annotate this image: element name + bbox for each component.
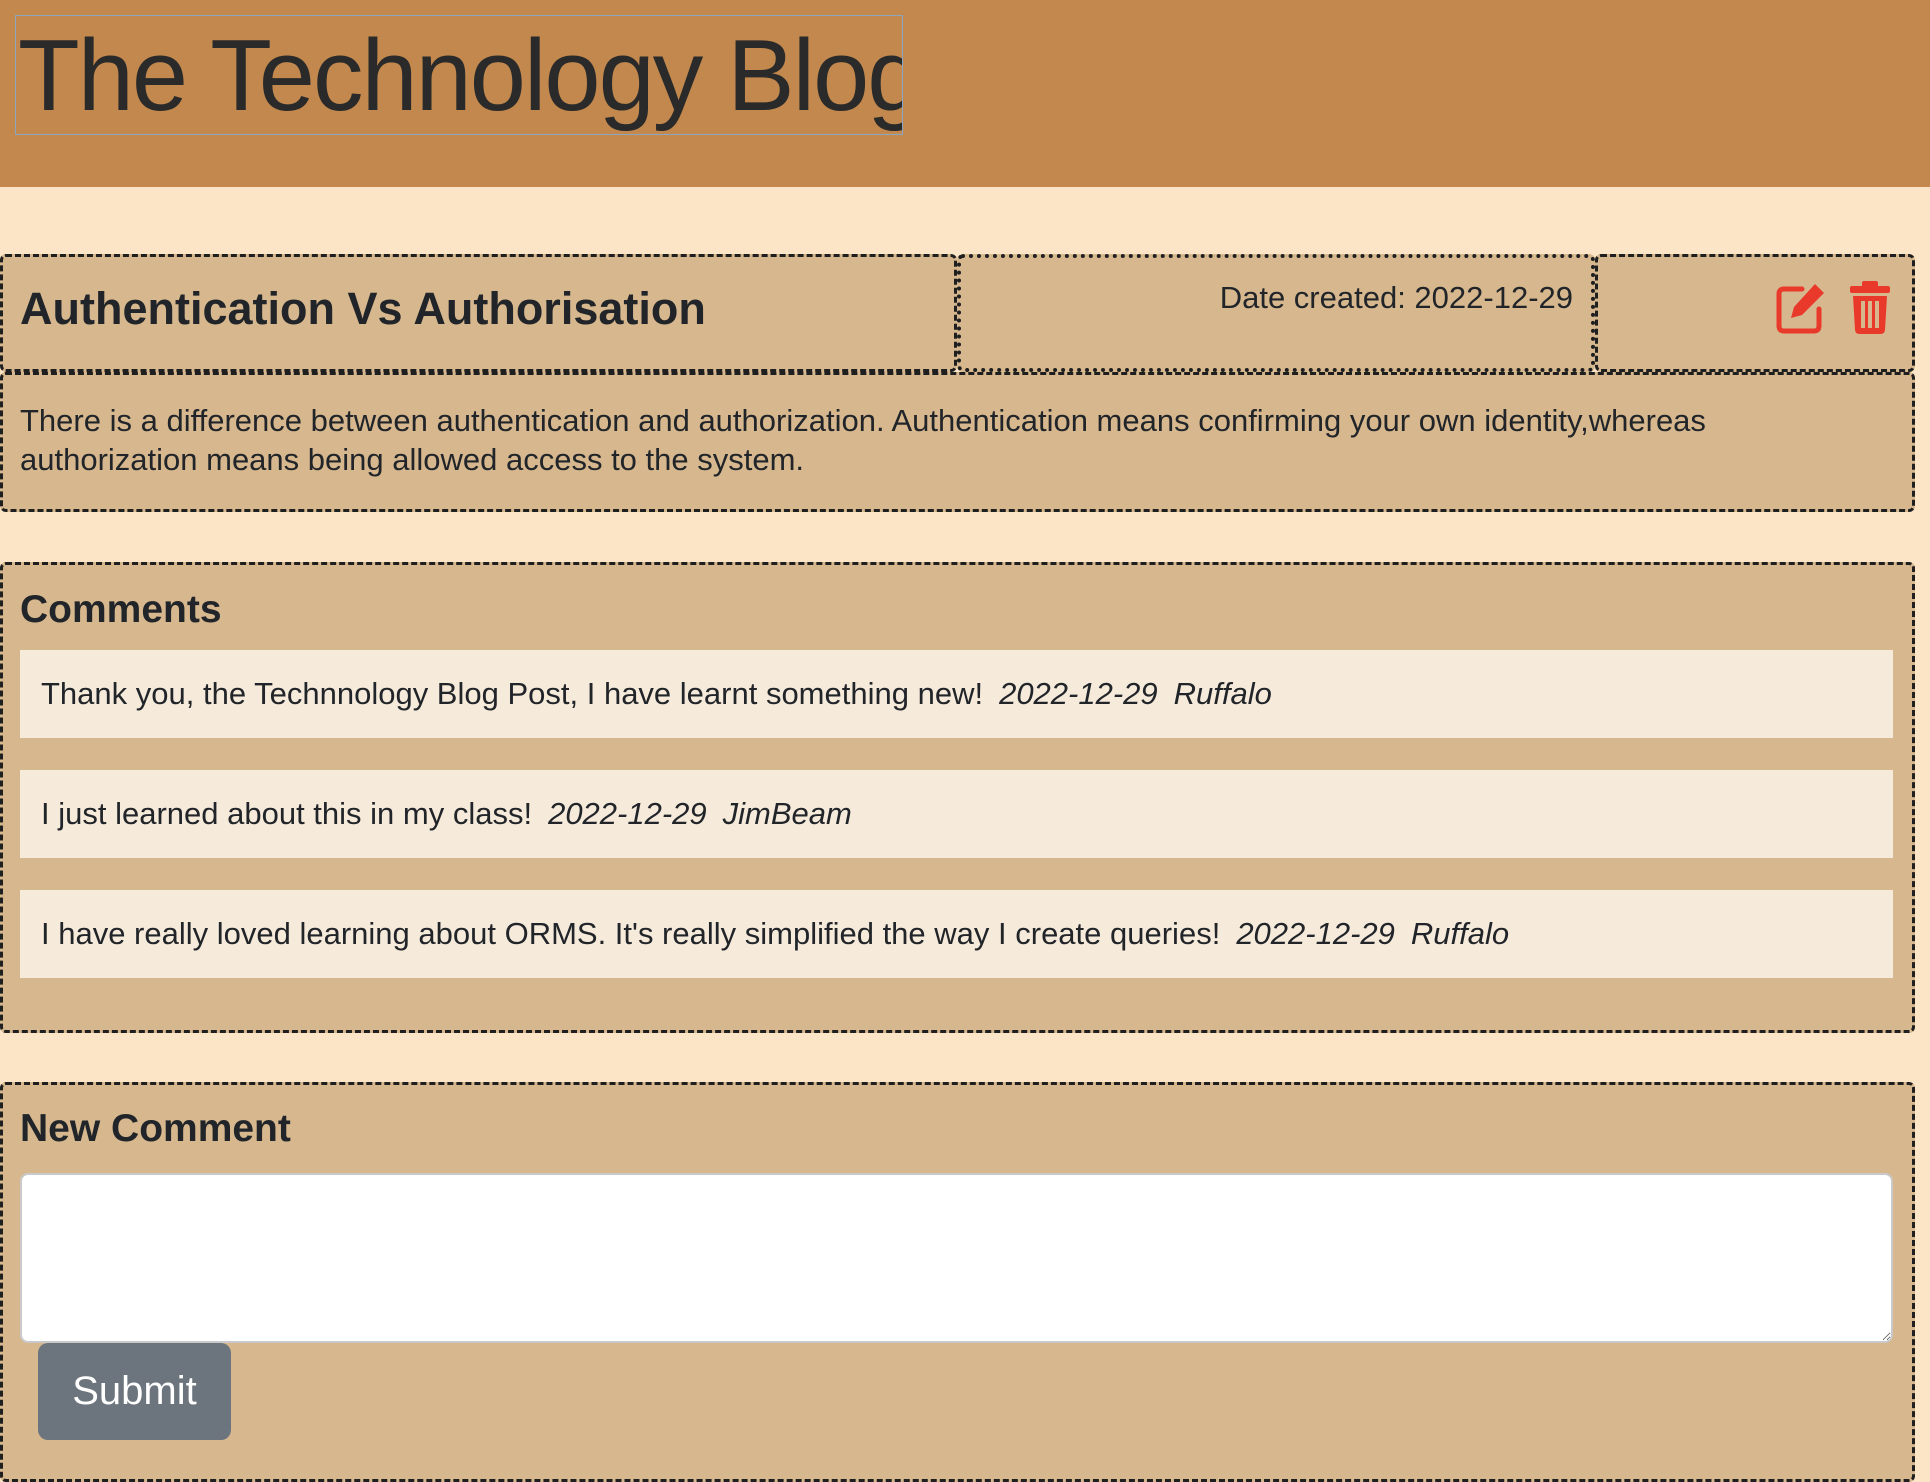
post-body-panel: There is a difference between authentica… xyxy=(0,372,1915,512)
post-title: Authentication Vs Authorisation xyxy=(20,283,706,334)
comments-panel: Comments Thank you, the Technnology Blog… xyxy=(0,562,1915,1033)
comment-text: Thank you, the Technnology Blog Post, I … xyxy=(41,676,984,711)
comment-author: Ruffalo xyxy=(1410,916,1510,951)
comment-textarea[interactable] xyxy=(20,1173,1893,1343)
submit-button[interactable]: Submit xyxy=(38,1343,231,1440)
post-date: Date created: 2022-12-29 xyxy=(1219,280,1573,315)
post-title-panel: Authentication Vs Authorisation xyxy=(0,254,957,372)
post-body: There is a difference between authentica… xyxy=(20,403,1706,477)
post-actions-panel xyxy=(1595,254,1915,372)
comment-item: I just learned about this in my class! 20… xyxy=(20,770,1893,858)
trash-icon[interactable] xyxy=(1848,279,1892,335)
comment-item: Thank you, the Technnology Blog Post, I … xyxy=(20,650,1893,738)
comment-item: I have really loved learning about ORMS.… xyxy=(20,890,1893,978)
comment-date: 2022-12-29 xyxy=(1236,916,1395,951)
comment-text: I just learned about this in my class! xyxy=(41,796,533,831)
new-comment-heading: New Comment xyxy=(20,1107,291,1150)
comment-date: 2022-12-29 xyxy=(999,676,1158,711)
new-comment-panel: New Comment Submit xyxy=(0,1082,1915,1482)
comment-author: JimBeam xyxy=(722,796,852,831)
edit-icon[interactable] xyxy=(1774,279,1828,335)
comments-heading: Comments xyxy=(20,588,222,631)
comment-text: I have really loved learning about ORMS.… xyxy=(41,916,1221,951)
site-header: The Technology Blog xyxy=(0,0,1930,187)
post-date-panel: Date created: 2022-12-29 xyxy=(957,254,1595,372)
comment-date: 2022-12-29 xyxy=(548,796,707,831)
site-title: The Technology Blog xyxy=(15,15,903,135)
comment-author: Ruffalo xyxy=(1173,676,1272,711)
